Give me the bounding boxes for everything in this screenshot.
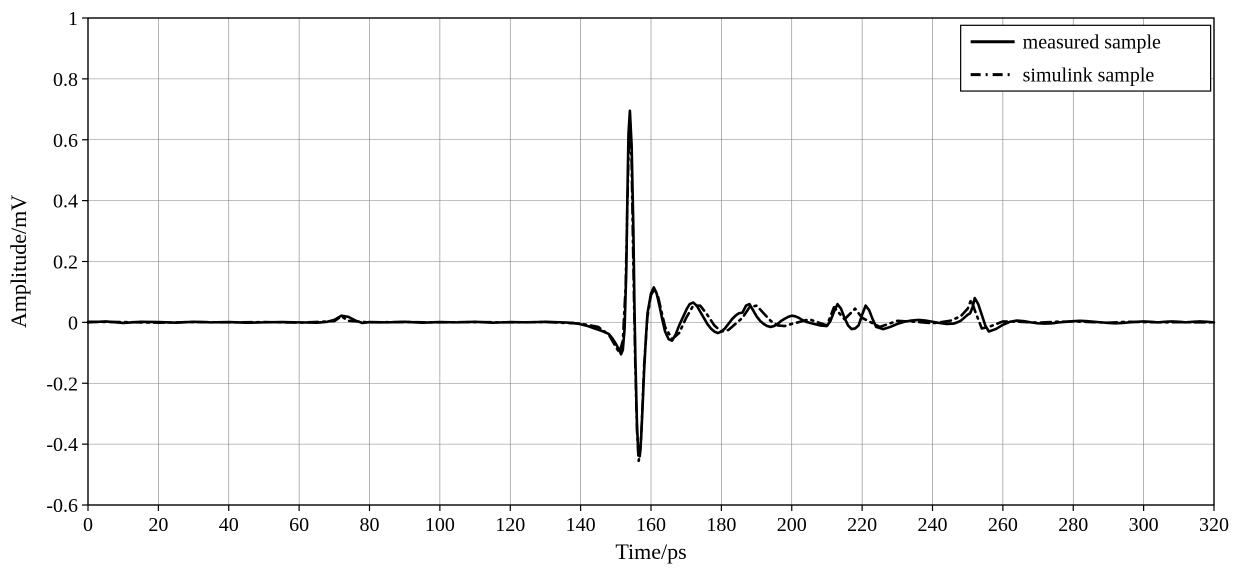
x-axis-label: Time/ps (615, 539, 686, 564)
xtick-label: 160 (636, 514, 666, 536)
ytick-label: -0.6 (46, 495, 78, 517)
xtick-label: 280 (1058, 514, 1088, 536)
xtick-label: 220 (847, 514, 877, 536)
ytick-label: -0.2 (46, 373, 78, 395)
xtick-label: 80 (360, 514, 380, 536)
ytick-label: 0.6 (53, 130, 78, 152)
legend-label: measured sample (1023, 32, 1161, 54)
xtick-label: 20 (148, 514, 168, 536)
xtick-label: 300 (1129, 514, 1159, 536)
xtick-label: 140 (566, 514, 596, 536)
xtick-label: 180 (706, 514, 736, 536)
y-axis-label: Amplitude/mV (6, 195, 31, 328)
ytick-label: -0.4 (46, 434, 78, 456)
xtick-label: 40 (219, 514, 239, 536)
xtick-label: 120 (495, 514, 525, 536)
xtick-label: 240 (918, 514, 948, 536)
amplitude-time-chart: 0 20 40 60 80 100 120 140 160 180 200 220 240 260 280 3… (0, 0, 1240, 583)
ytick-label: 0.2 (53, 252, 78, 274)
ytick-label: 0 (68, 312, 78, 334)
xtick-label: 320 (1199, 514, 1229, 536)
xtick-label: 60 (289, 514, 309, 536)
xtick-label: 260 (988, 514, 1018, 536)
ytick-label: 1 (68, 8, 78, 30)
xtick-label: 100 (425, 514, 455, 536)
ytick-label: 0.8 (53, 69, 78, 91)
xtick-label: 0 (83, 514, 93, 536)
ytick-label: 0.4 (53, 191, 78, 213)
legend-label: simulink sample (1023, 65, 1155, 87)
xtick-label: 200 (777, 514, 807, 536)
